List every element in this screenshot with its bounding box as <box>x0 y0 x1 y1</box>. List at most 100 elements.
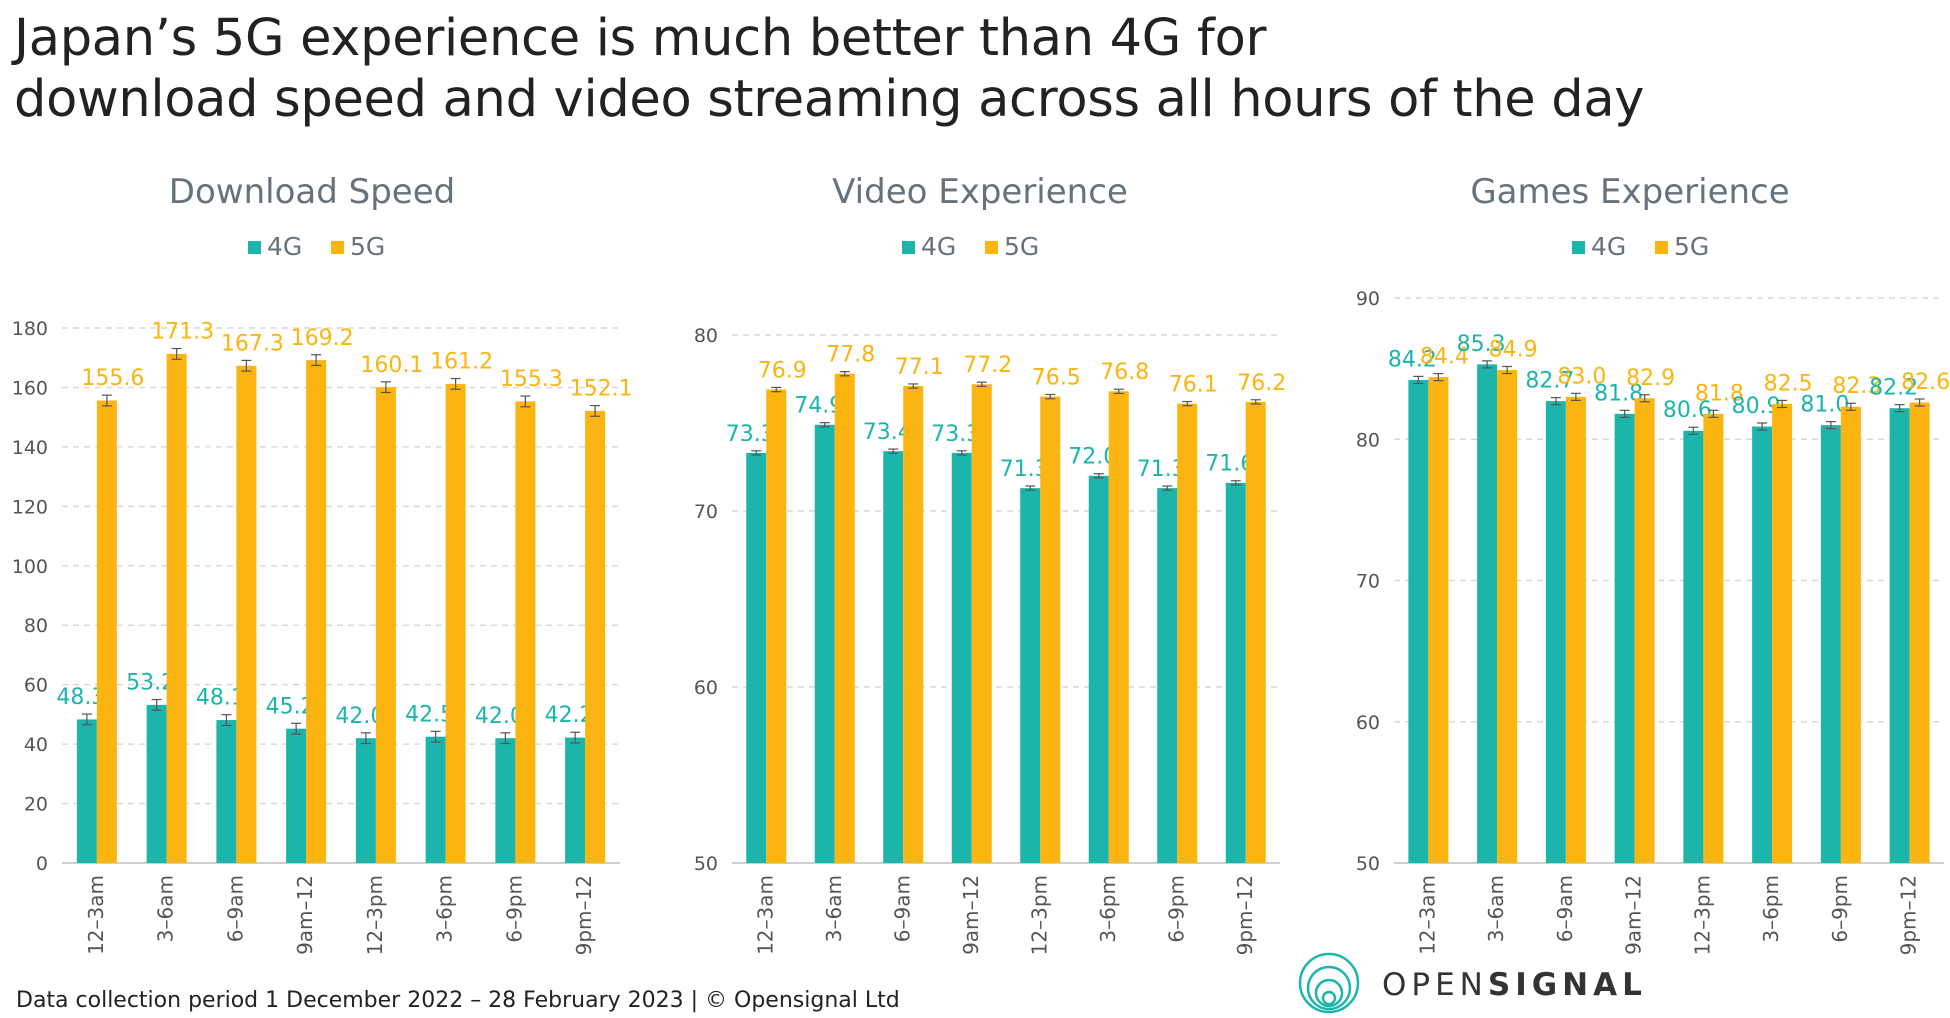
bar-5g-3-6pm <box>1108 391 1129 863</box>
bar-5g-12-3pm <box>1040 396 1061 863</box>
x-tick-label: 3–6am <box>154 875 178 942</box>
y-tick-label: 70 <box>1356 571 1380 593</box>
bar-5g-12-3pm <box>375 387 396 863</box>
x-tick-label: 6–9am <box>1553 875 1577 942</box>
bar-5g-3-6pm <box>445 383 466 863</box>
bar-4g-12-3am <box>1408 379 1429 863</box>
data-label-5g-12-3pm: 81.8 <box>1695 381 1744 406</box>
data-label-4g-9pm-12: 82.2 <box>1869 376 1918 401</box>
bar-5g-6-9am <box>236 365 257 863</box>
bar-4g-9am-12 <box>1614 413 1635 863</box>
bar-4g-3-6pm <box>1752 426 1773 863</box>
legend-swatch-5g <box>985 241 998 254</box>
data-label-5g-9pm-12: 152.1 <box>570 377 633 402</box>
x-tick-label: 9pm–12 <box>572 875 596 955</box>
x-tick-label: 6–9am <box>890 875 914 942</box>
bar-4g-12-3pm <box>355 738 376 863</box>
x-tick-label: 3–6pm <box>433 875 457 943</box>
y-tick-label: 80 <box>1356 429 1380 451</box>
page-title: Japan’s 5G experience is much better tha… <box>14 8 1644 130</box>
data-label-5g-9am-12: 77.2 <box>963 353 1012 378</box>
legend-label-5g: 5G <box>1004 232 1039 261</box>
x-tick-label: 12–3am <box>753 875 777 955</box>
data-label-5g-3-6pm: 161.2 <box>430 350 493 375</box>
y-tick-label: 160 <box>12 377 48 399</box>
data-label-5g-3-6am: 84.9 <box>1489 338 1538 363</box>
data-label-5g-3-6am: 77.8 <box>826 343 875 368</box>
data-label-5g-6-9am: 77.1 <box>895 355 944 380</box>
data-label-5g-6-9pm: 76.1 <box>1169 373 1218 398</box>
bar-4g-9pm-12 <box>565 737 586 863</box>
y-tick-label: 80 <box>694 325 718 347</box>
bar-5g-6-9pm <box>515 401 536 863</box>
bar-5g-6-9am <box>903 386 924 863</box>
video-experience-panel: Video Experience 4G 5G 50 60 70 80 73.3 76.9 12–3… <box>650 160 1310 955</box>
page-title-line-2: download speed and video streaming acros… <box>14 70 1645 129</box>
bar-4g-9am-12 <box>951 452 972 863</box>
video-experience-title: Video Experience <box>832 172 1128 212</box>
bar-4g-6-9pm <box>1157 488 1178 863</box>
bar-5g-6-9pm <box>1177 403 1198 863</box>
y-tick-label: 20 <box>24 794 48 816</box>
bar-5g-12-3pm <box>1703 413 1724 863</box>
logo-text-signal: SIGNAL <box>1487 967 1647 1003</box>
games-experience-chart: Games Experience 4G 5G 50 60 70 80 90 84.284.4 12… <box>1356 172 1950 955</box>
x-tick-label: 3–6am <box>822 875 846 942</box>
data-label-5g-12-3pm: 160.1 <box>360 353 423 378</box>
y-tick-label: 60 <box>1356 712 1380 734</box>
bar-5g-3-6am <box>834 373 855 863</box>
x-tick-label: 12–3pm <box>1027 875 1051 955</box>
x-tick-label: 12–3pm <box>363 875 387 955</box>
x-tick-label: 3–6am <box>1484 875 1508 942</box>
x-tick-label: 6–9pm <box>502 875 526 943</box>
bar-4g-12-3am <box>746 452 767 863</box>
y-tick-label: 60 <box>694 677 718 699</box>
logo-text-open: OPEN <box>1382 967 1488 1003</box>
bar-5g-9pm-12 <box>1245 401 1266 863</box>
bar-4g-3-6pm <box>425 736 446 863</box>
data-label-5g-12-3pm: 76.5 <box>1032 365 1081 390</box>
download-speed-chart: Download Speed 4G 5G 0 20 40 60 80 100 120 140 160 1… <box>12 172 633 955</box>
y-tick-label: 40 <box>24 734 48 756</box>
x-tick-label: 6–9pm <box>1164 875 1188 943</box>
bar-4g-3-6am <box>814 424 835 863</box>
x-tick-label: 6–9pm <box>1828 875 1852 943</box>
bar-5g-3-6am <box>166 353 187 863</box>
x-tick-label: 12–3am <box>84 875 108 955</box>
games-experience-panel: Games Experience 4G 5G 50 60 70 80 90 84.2 84.4 12… <box>1310 160 1950 955</box>
x-tick-label: 9am–12 <box>959 875 983 955</box>
legend-label-4g: 4G <box>1591 232 1626 261</box>
y-tick-label: 80 <box>24 615 48 637</box>
legend-swatch-4g <box>248 241 261 254</box>
x-tick-label: 9am–12 <box>1622 875 1646 955</box>
data-label-5g-9am-12: 82.9 <box>1626 366 1675 391</box>
opensignal-logo-text: OPENSIGNAL <box>1382 969 1647 1001</box>
y-tick-label: 50 <box>694 853 718 875</box>
x-tick-label: 9am–12 <box>293 875 317 955</box>
legend-label-5g: 5G <box>350 232 385 261</box>
y-tick-label: 50 <box>1356 853 1380 875</box>
data-label-5g-9pm-12: 82.6 <box>1901 370 1950 395</box>
bar-5g-3-6pm <box>1772 403 1793 863</box>
x-tick-label: 3–6pm <box>1096 875 1120 943</box>
bar-5g-6-9am <box>1565 396 1586 863</box>
bar-5g-9am-12 <box>971 384 992 863</box>
y-tick-label: 0 <box>36 853 48 875</box>
bar-4g-6-9am <box>883 451 904 863</box>
data-label-5g-12-3am: 84.4 <box>1420 345 1469 370</box>
bar-5g-9am-12 <box>1634 398 1655 863</box>
legend-swatch-4g <box>1572 241 1585 254</box>
bar-5g-12-3am <box>766 389 787 863</box>
y-tick-label: 140 <box>12 437 48 459</box>
data-label-5g-9am-12: 169.2 <box>291 326 354 351</box>
data-label-5g-3-6pm: 82.5 <box>1764 371 1813 396</box>
bar-4g-6-9am <box>1545 401 1566 863</box>
page-title-line-1: Japan’s 5G experience is much better tha… <box>14 9 1267 68</box>
bar-5g-3-6am <box>1497 370 1518 863</box>
bar-5g-9pm-12 <box>1909 402 1930 863</box>
bar-4g-3-6pm <box>1088 475 1109 863</box>
bar-4g-9am-12 <box>286 728 307 863</box>
footer-note: Data collection period 1 December 2022 –… <box>16 988 900 1013</box>
data-label-5g-3-6am: 171.3 <box>151 320 214 345</box>
